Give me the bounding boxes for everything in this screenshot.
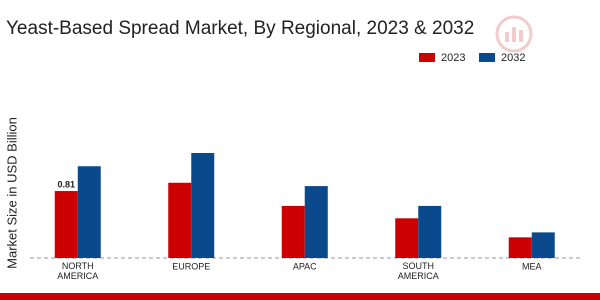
legend-swatch bbox=[419, 53, 435, 62]
chart-title: Yeast-Based Spread Market, By Regional, … bbox=[6, 18, 474, 39]
bar bbox=[191, 153, 215, 258]
legend-label: 2023 bbox=[441, 52, 465, 64]
x-tick-label: MEA bbox=[522, 261, 542, 271]
bar bbox=[168, 182, 192, 258]
footer-strip bbox=[0, 293, 600, 300]
bar bbox=[395, 218, 419, 258]
bar bbox=[54, 191, 78, 258]
bar bbox=[281, 205, 305, 258]
bar bbox=[77, 166, 101, 258]
x-tick-label: EUROPE bbox=[172, 261, 210, 271]
x-tick-label: NORTH AMERICA bbox=[57, 261, 98, 281]
bar bbox=[304, 186, 328, 258]
x-tick-label: SOUTH AMERICA bbox=[398, 261, 439, 281]
logo bbox=[495, 15, 533, 53]
y-axis-label: Market Size in USD Billion bbox=[4, 117, 19, 269]
legend-swatch bbox=[479, 53, 495, 62]
data-label: 0.81 bbox=[57, 179, 75, 189]
bar bbox=[418, 205, 442, 258]
legend-label: 2032 bbox=[501, 52, 525, 64]
bar bbox=[531, 232, 555, 258]
bar bbox=[508, 237, 532, 258]
x-tick-label: APAC bbox=[293, 261, 317, 271]
